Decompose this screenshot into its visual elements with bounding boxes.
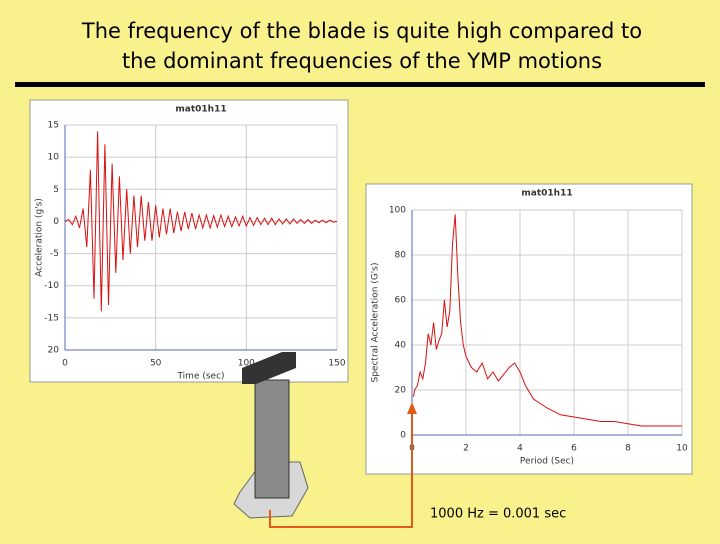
arrow-head [407,402,417,414]
y-axis-label: Spectral Acceleration (G's) [371,263,381,383]
x-tick-label: 6 [571,444,577,454]
y-tick-label: -5 [50,249,59,259]
x-axis-label: Time (sec) [176,372,224,382]
y-tick-label: 100 [389,206,406,216]
y-axis-label: Acceleration (g's) [35,198,45,277]
y-tick-label: -10 [44,281,59,291]
blade [233,352,309,519]
chart-title: mat01h11 [521,189,572,199]
y-tick-label: 10 [48,153,60,163]
y-tick-label: 0 [53,217,59,227]
x-axis-label: Period (Sec) [520,457,574,467]
annotation: 1000 Hz = 0.001 sec [430,507,566,522]
connector [269,412,413,528]
series-line [64,131,338,312]
y-tick-label: 0 [400,431,406,441]
blade-cap [242,352,296,384]
title-line: The frequency of the blade is quite high… [81,19,642,43]
x-tick-label: 150 [328,359,345,369]
y-tick-label: 80 [395,251,407,261]
chart-title: mat01h11 [175,105,226,115]
x-tick-label: 100 [238,359,255,369]
y-tick-label: 40 [395,341,407,351]
y-tick-label: 5 [53,185,59,195]
blade-post [254,379,290,499]
x-tick-label: 8 [625,444,631,454]
y-tick-label: 60 [395,296,407,306]
x-tick-label: 50 [150,359,162,369]
y-tick-label: 20 [48,346,60,356]
x-tick-label: 10 [676,444,688,454]
series-line [412,214,682,427]
y-tick-label: 20 [395,386,407,396]
title-rule [15,82,705,87]
x-tick-label: 4 [517,444,523,454]
x-tick-label: 0 [62,359,68,369]
chart-panel [29,99,349,383]
y-tick-label: -15 [44,313,59,323]
title-line: the dominant frequencies of the YMP moti… [122,49,602,73]
x-tick-label: 2 [463,444,469,454]
y-tick-label: 15 [48,121,59,131]
chart-panel [365,183,693,475]
